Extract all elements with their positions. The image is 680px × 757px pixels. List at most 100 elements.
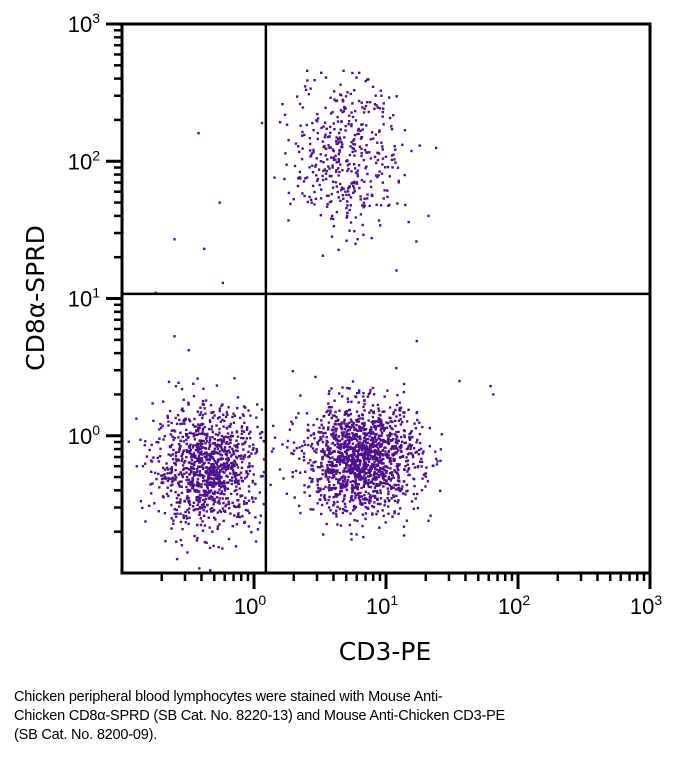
event-point	[372, 455, 375, 458]
event-point	[201, 504, 204, 507]
event-point	[316, 486, 320, 490]
event-point	[231, 463, 234, 466]
event-point	[207, 474, 210, 477]
event-point	[201, 494, 204, 497]
event-point	[327, 445, 330, 448]
event-point	[367, 468, 370, 471]
event-point	[303, 194, 306, 198]
event-point	[227, 406, 230, 409]
event-point	[367, 438, 370, 441]
event-point	[213, 437, 216, 441]
event-point	[374, 174, 378, 177]
event-point	[219, 510, 223, 514]
event-point	[348, 162, 351, 166]
event-point	[231, 447, 234, 450]
event-point	[384, 450, 387, 453]
event-point	[316, 443, 320, 446]
event-point	[348, 440, 351, 443]
event-point	[401, 485, 404, 488]
event-point	[375, 477, 378, 480]
event-point	[365, 449, 368, 453]
event-point	[167, 476, 170, 480]
event-point	[262, 502, 265, 506]
event-point	[415, 450, 418, 453]
event-point	[334, 158, 337, 161]
event-point	[339, 524, 343, 527]
event-point	[179, 444, 182, 448]
event-point	[415, 492, 419, 496]
event-point	[308, 137, 312, 140]
event-point	[200, 483, 203, 486]
event-point	[244, 508, 248, 512]
event-point	[335, 415, 338, 419]
event-point	[345, 488, 349, 492]
event-point	[327, 144, 330, 147]
event-point	[221, 470, 225, 473]
event-point	[180, 485, 183, 488]
event-point	[157, 472, 160, 476]
event-point	[342, 69, 345, 72]
event-point	[330, 156, 333, 159]
event-point	[388, 431, 392, 435]
event-point	[174, 469, 177, 472]
event-point	[205, 454, 208, 458]
event-point	[199, 517, 202, 520]
event-point	[361, 123, 364, 126]
event-point	[179, 498, 182, 501]
event-point	[328, 390, 331, 393]
event-point	[225, 474, 228, 478]
event-point	[357, 391, 361, 394]
event-point	[159, 422, 162, 426]
event-point	[226, 413, 229, 416]
event-point	[374, 426, 377, 429]
event-point	[340, 145, 343, 149]
event-point	[350, 495, 354, 498]
event-point	[338, 443, 341, 447]
event-point	[251, 481, 254, 484]
event-point	[356, 132, 359, 136]
event-point	[376, 175, 379, 179]
event-point	[398, 463, 401, 466]
event-point	[200, 485, 203, 489]
event-point	[236, 435, 240, 438]
event-point	[192, 508, 195, 512]
event-point	[365, 151, 368, 154]
event-point	[241, 460, 244, 464]
event-point	[399, 423, 403, 426]
event-point	[201, 464, 204, 467]
event-point	[360, 179, 364, 182]
event-point	[196, 442, 199, 445]
event-point	[256, 528, 260, 531]
event-point	[316, 478, 319, 481]
event-point	[195, 499, 199, 502]
event-point	[360, 147, 363, 150]
event-point	[232, 470, 235, 474]
event-point	[415, 441, 418, 444]
event-point	[398, 480, 401, 483]
event-point	[329, 125, 332, 129]
event-point	[336, 120, 340, 123]
event-point	[308, 166, 311, 169]
event-point	[363, 474, 366, 477]
event-point	[191, 432, 194, 435]
event-point	[345, 452, 348, 455]
event-point	[348, 442, 351, 445]
event-point	[329, 447, 332, 450]
event-point	[185, 455, 188, 459]
event-point	[357, 441, 361, 444]
event-point	[171, 476, 175, 479]
event-point	[350, 498, 353, 501]
event-point	[345, 430, 348, 433]
event-point	[157, 460, 161, 463]
event-point	[373, 421, 376, 424]
event-point	[429, 514, 432, 517]
event-point	[195, 497, 198, 501]
event-point	[203, 483, 207, 486]
event-point	[385, 456, 389, 459]
event-point	[177, 442, 181, 446]
event-point	[364, 472, 367, 475]
event-point	[307, 485, 310, 489]
event-point	[337, 174, 340, 177]
event-point	[245, 437, 248, 440]
event-point	[415, 339, 418, 343]
